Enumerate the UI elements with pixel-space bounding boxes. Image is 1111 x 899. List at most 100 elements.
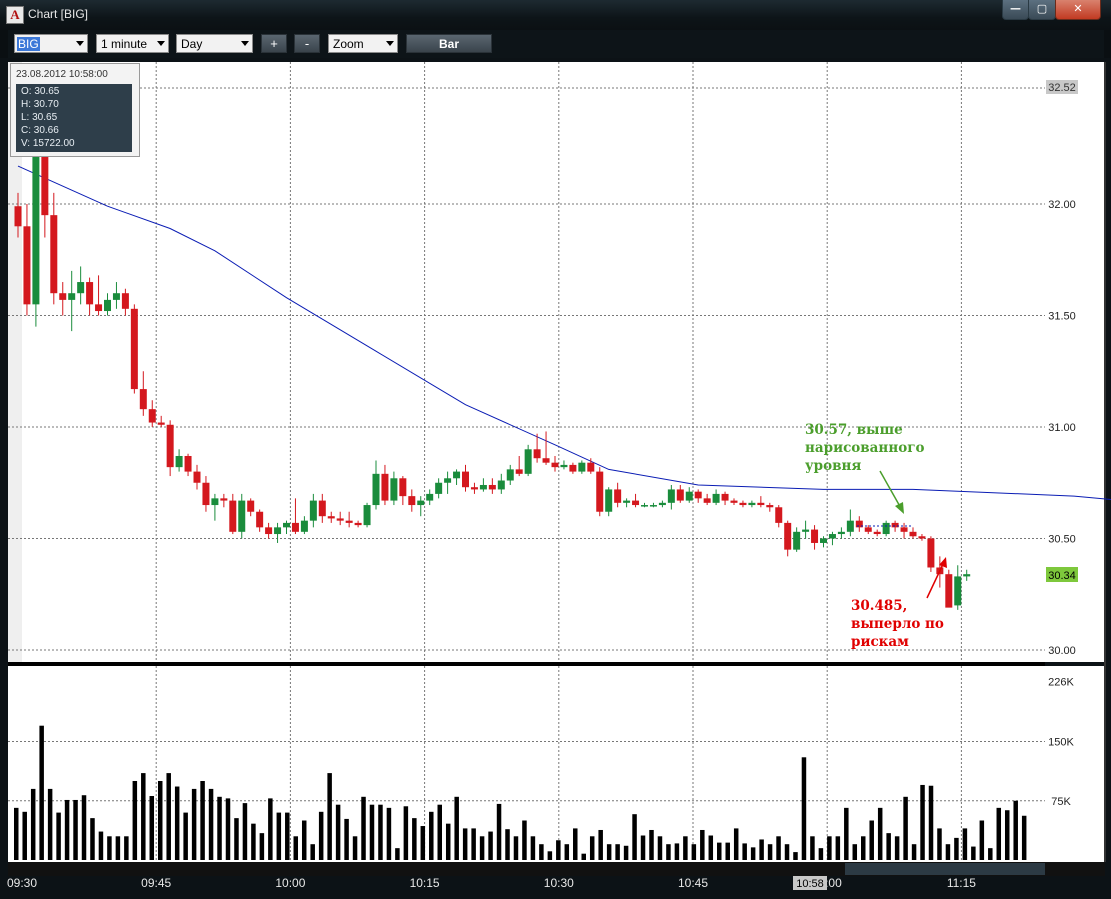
grid-lines (8, 62, 1045, 860)
volume-bar (700, 829, 705, 860)
candle-body (605, 489, 613, 512)
candle-body (139, 389, 147, 410)
candle-body (649, 505, 657, 507)
candle-body (811, 529, 819, 543)
scrollbar-track[interactable] (8, 862, 1105, 876)
zoom-in-button[interactable]: + (261, 34, 287, 53)
volume-bar (954, 837, 959, 860)
volume-bar (234, 818, 239, 860)
range-select[interactable]: Day (176, 34, 253, 53)
candle (775, 505, 783, 528)
volume-bar (327, 773, 332, 860)
volume-bar (420, 826, 426, 860)
candle (748, 500, 756, 508)
volume-bar (894, 836, 900, 860)
candle-body (479, 484, 487, 490)
minimize-icon: — (1010, 2, 1021, 15)
volume-bar (318, 811, 324, 860)
volume-bar (827, 836, 832, 860)
candle-body (193, 471, 201, 483)
volume-bar (733, 828, 739, 860)
symbol-select[interactable]: BIG (14, 34, 88, 53)
candle-body (873, 531, 881, 535)
ohlc-tooltip: 23.08.2012 10:58:00 O: 30.65 H: 30.70 L:… (10, 63, 140, 157)
last-price-label: 30.34 (1048, 570, 1076, 582)
volume-bar (412, 818, 417, 860)
candle (479, 478, 487, 492)
ohlc-volume: V: 15722.00 (21, 138, 75, 149)
candle-body (900, 527, 908, 532)
volume-bar (742, 843, 747, 860)
candle (453, 469, 461, 485)
close-button[interactable]: ✕ (1055, 0, 1101, 20)
candle (739, 500, 747, 508)
candle (927, 536, 935, 572)
volume-axis (1045, 666, 1105, 862)
candle-body (444, 478, 452, 483)
candle-body (685, 491, 693, 501)
volume-bar (725, 842, 730, 860)
candle-body (408, 496, 416, 506)
volume-bar (657, 836, 663, 860)
zoom-select[interactable]: Zoom (328, 34, 398, 53)
candle (139, 371, 147, 416)
chart-type-bar-button[interactable]: Bar (406, 34, 492, 53)
ohlc-values: O: 30.65 H: 30.70 L: 30.65 C: 30.66 V: 1… (16, 84, 132, 152)
candle-body (372, 473, 380, 506)
candle (291, 498, 299, 535)
candle (157, 415, 165, 427)
pane-divider[interactable] (8, 662, 1045, 666)
candle-body (175, 455, 183, 468)
candle (95, 275, 103, 316)
candle (470, 482, 478, 494)
zoom-out-button[interactable]: - (294, 34, 320, 53)
scrollbar-thumb[interactable] (845, 863, 1045, 875)
candle-body (515, 469, 523, 474)
candle (793, 527, 801, 552)
candle (265, 522, 273, 539)
candle (497, 473, 505, 494)
candle (104, 293, 111, 316)
candle (730, 498, 738, 506)
candle-body (641, 505, 648, 507)
interval-select[interactable]: 1 minute (96, 34, 169, 53)
candle (229, 493, 237, 535)
candle (524, 444, 532, 477)
axis-border (1104, 62, 1106, 862)
app-icon: A (6, 6, 24, 24)
time-tick-label: 10:15 (410, 876, 440, 890)
candle (354, 520, 362, 528)
volume-bar (547, 851, 553, 860)
candle (551, 455, 559, 472)
volume-bar (683, 836, 688, 860)
candles (14, 92, 971, 610)
volume-tick-label: 150K (1048, 737, 1074, 749)
volume-bar (47, 788, 53, 860)
candle-body (578, 462, 586, 472)
volume-bar (759, 839, 764, 860)
candle-body (945, 574, 953, 608)
candle-body (453, 471, 461, 479)
candle (363, 502, 371, 528)
candle-body (77, 282, 85, 294)
candle-body (524, 449, 532, 474)
volume-bar (301, 820, 307, 860)
volume-bar (522, 820, 527, 860)
candle (909, 527, 917, 539)
chevron-down-icon (157, 41, 165, 46)
candle (766, 502, 774, 512)
maximize-icon: ▢ (1036, 2, 1048, 15)
volume-bar (386, 807, 392, 860)
volume-bar (674, 843, 680, 860)
candle-body (112, 293, 120, 300)
candle-body (50, 215, 58, 294)
candle (372, 460, 380, 510)
volume-bar (877, 807, 883, 860)
volume-bar (886, 833, 891, 860)
volume-bar (251, 823, 256, 860)
candle (148, 400, 156, 427)
volume-bar (979, 820, 985, 860)
candle-body (220, 498, 228, 501)
candle-body (891, 522, 899, 528)
